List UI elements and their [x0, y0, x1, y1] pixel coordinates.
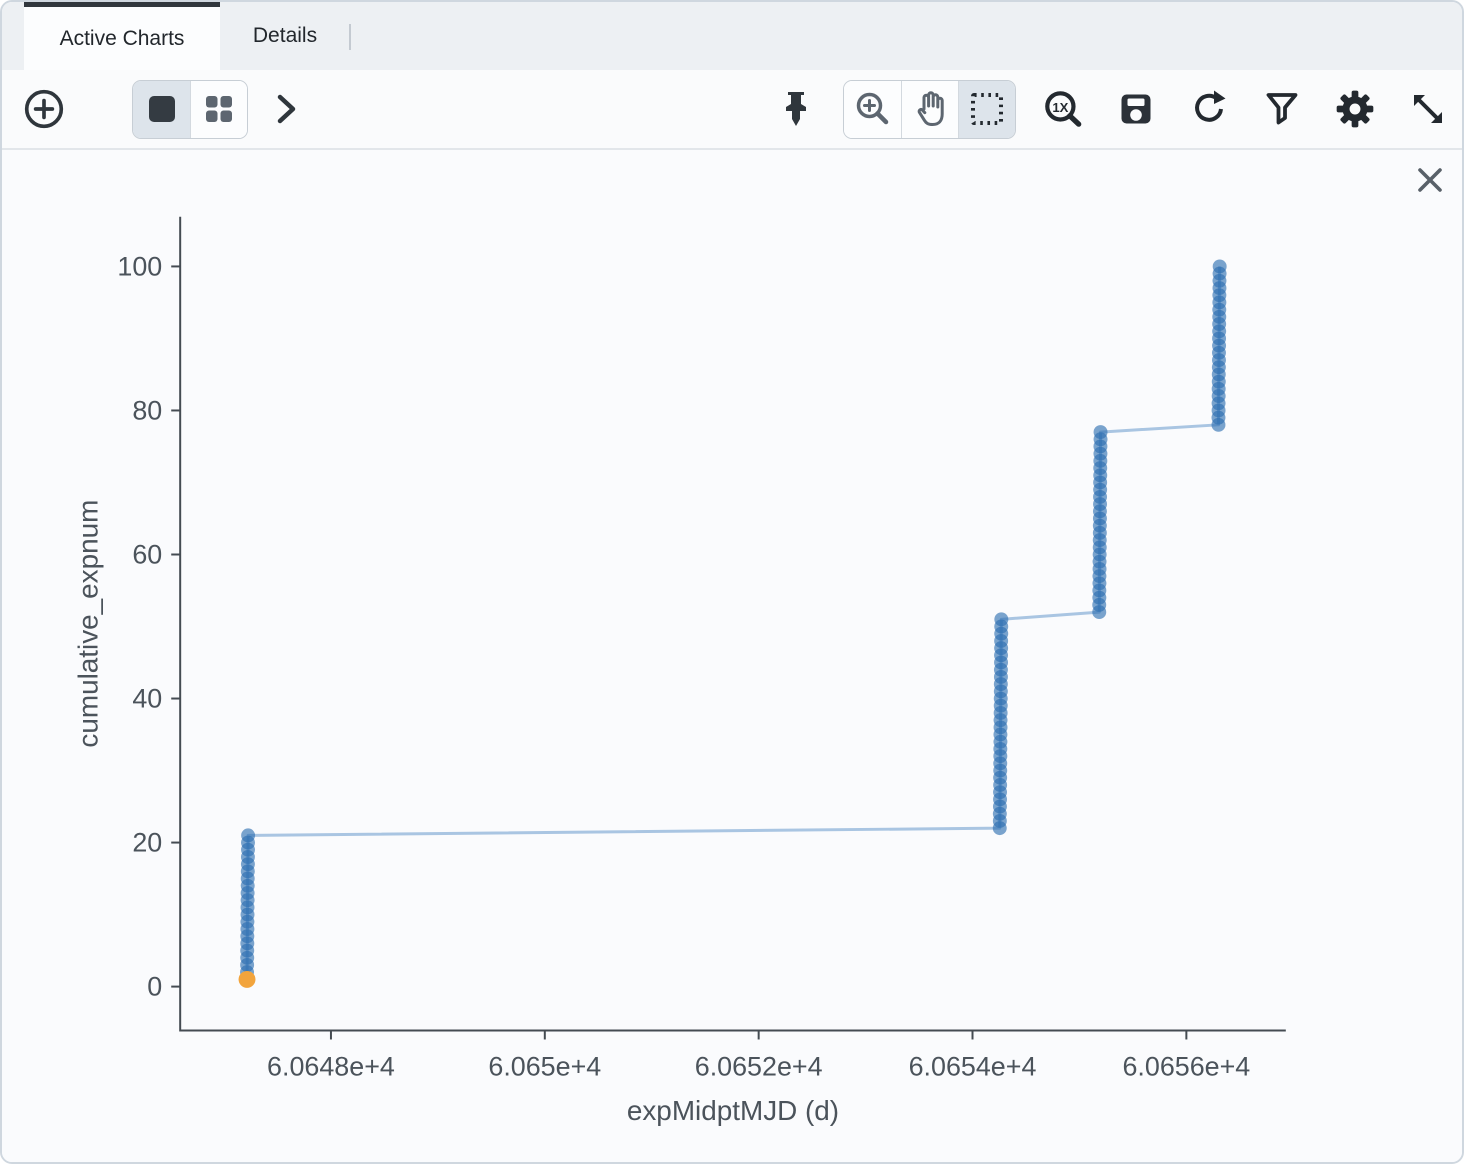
data-point[interactable] — [1093, 425, 1108, 440]
save-chart-button[interactable] — [1110, 83, 1162, 135]
svg-text:1X: 1X — [1052, 100, 1068, 115]
single-square-icon — [148, 96, 175, 122]
chart-settings-button[interactable] — [1329, 83, 1381, 135]
single-view-button[interactable] — [133, 80, 190, 138]
select-rectangle-icon — [971, 93, 1003, 125]
trace-line — [245, 266, 1222, 980]
zoom-original-button[interactable]: 1X — [1037, 83, 1089, 135]
pin-chart-button[interactable] — [770, 83, 822, 135]
x-tick-label: 6.065e+4 — [488, 1051, 601, 1081]
tab-details[interactable]: Details — [220, 2, 350, 70]
drag-mode-group — [843, 79, 1016, 139]
tab-separator — [349, 24, 351, 50]
y-tick-label: 40 — [132, 684, 162, 714]
tab-active-charts-label: Active Charts — [59, 26, 185, 50]
chart-area: 6.0648e+4 6.065e+4 6.0652e+4 6.0654e+4 6.065… — [2, 152, 1462, 1162]
expand-diagonal-icon — [1414, 95, 1442, 123]
filter-button[interactable] — [1256, 83, 1308, 135]
hand-icon — [917, 91, 944, 126]
toolbar-right: 1X — [770, 79, 1454, 139]
chevron-right-icon — [277, 94, 296, 124]
x-tick-label: 6.0652e+4 — [695, 1051, 823, 1081]
tab-details-label: Details — [252, 24, 318, 47]
highlighted-data-point[interactable] — [238, 970, 256, 988]
close-x-icon — [1418, 168, 1442, 192]
tab-bar: Active Charts Details — [2, 2, 1462, 71]
restore-chart-button[interactable] — [1183, 83, 1235, 135]
y-tick-label: 60 — [132, 539, 162, 569]
expand-tab-options-button[interactable] — [260, 83, 312, 135]
axes-lines — [179, 216, 1286, 1032]
zoom-mode-button[interactable] — [844, 80, 901, 138]
rotate-restore-icon — [1195, 90, 1226, 122]
filter-funnel-icon — [1266, 93, 1298, 125]
tab-active-charts[interactable]: Active Charts — [24, 2, 220, 70]
data-point[interactable] — [1212, 259, 1227, 274]
select-mode-button[interactable] — [958, 80, 1015, 138]
one-x-magnifier-icon: 1X — [1045, 91, 1082, 127]
y-tick-label: 0 — [147, 972, 162, 1002]
pan-mode-button[interactable] — [901, 80, 958, 138]
y-tick-label: 80 — [132, 395, 162, 425]
grid-view-button[interactable] — [190, 80, 247, 138]
add-chart-button[interactable] — [18, 83, 70, 135]
x-tick-label: 6.0656e+4 — [1122, 1051, 1250, 1081]
x-tick-label: 6.0654e+4 — [909, 1051, 1037, 1081]
view-mode-group — [132, 79, 248, 139]
chart-toolbar: 1X — [2, 70, 1462, 150]
save-floppy-icon — [1121, 94, 1151, 124]
gear-icon — [1336, 90, 1374, 128]
pin-icon — [786, 92, 806, 126]
data-point[interactable] — [241, 828, 256, 843]
zoom-in-magnifier-icon — [856, 92, 888, 125]
x-tick-label: 6.0648e+4 — [267, 1051, 395, 1081]
grid-squares-icon — [206, 96, 232, 122]
y-axis-title: cumulative_expnum — [73, 500, 104, 748]
y-tick-label: 20 — [132, 828, 162, 858]
expand-chart-button[interactable] — [1402, 83, 1454, 135]
x-axis-title: expMidptMJD (d) — [627, 1095, 839, 1126]
data-point[interactable] — [994, 612, 1009, 627]
scatter-plot[interactable]: 6.0648e+4 6.065e+4 6.0652e+4 6.0654e+4 6.065… — [2, 152, 1462, 1162]
plus-circle-icon — [24, 89, 64, 129]
close-chart-button[interactable] — [1413, 163, 1447, 197]
toolbar-left — [18, 79, 312, 139]
y-tick-label: 100 — [117, 251, 162, 281]
